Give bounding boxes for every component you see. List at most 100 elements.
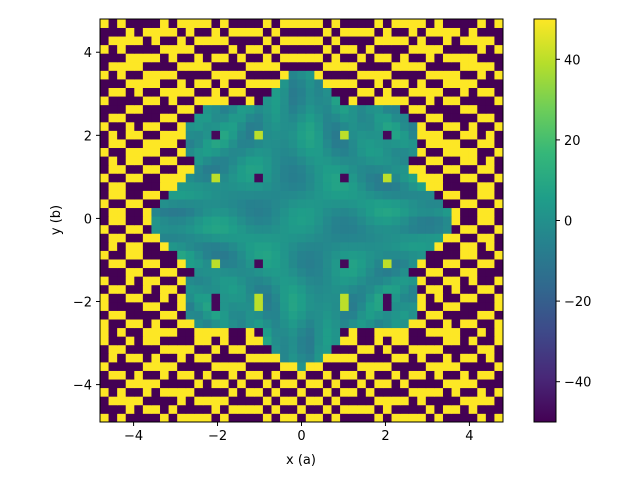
heatmap-cell bbox=[494, 61, 504, 71]
heatmap-cell bbox=[262, 164, 272, 174]
heatmap-cell bbox=[434, 327, 444, 337]
heatmap-cell bbox=[117, 319, 127, 329]
heatmap-cell bbox=[297, 276, 307, 286]
heatmap-cell bbox=[442, 96, 452, 106]
heatmap-cell bbox=[494, 96, 504, 106]
heatmap-cell bbox=[391, 224, 401, 234]
heatmap-cell bbox=[194, 113, 204, 123]
heatmap-cell bbox=[425, 156, 435, 166]
heatmap-cell bbox=[391, 199, 401, 209]
heatmap-cell bbox=[400, 259, 410, 269]
heatmap-cell bbox=[151, 61, 161, 71]
heatmap-cell bbox=[125, 387, 135, 397]
heatmap-cell bbox=[468, 70, 478, 80]
heatmap-cell bbox=[194, 19, 204, 28]
heatmap-cell bbox=[305, 87, 315, 97]
heatmap-cell bbox=[280, 27, 290, 37]
heatmap-cell bbox=[271, 361, 281, 371]
heatmap-cell bbox=[202, 87, 212, 97]
heatmap-cell bbox=[142, 87, 152, 97]
heatmap-cell bbox=[245, 387, 255, 397]
heatmap-cell bbox=[451, 379, 461, 389]
heatmap-cell bbox=[485, 207, 495, 217]
heatmap-cell bbox=[117, 130, 127, 140]
heatmap-cell bbox=[271, 353, 281, 363]
heatmap-cell bbox=[245, 70, 255, 80]
heatmap-cell bbox=[211, 156, 221, 166]
heatmap-cell bbox=[451, 413, 461, 423]
heatmap-cell bbox=[400, 379, 410, 389]
heatmap-cell bbox=[142, 190, 152, 200]
heatmap-cell bbox=[408, 310, 418, 320]
heatmap-cell bbox=[185, 147, 195, 157]
heatmap-cell bbox=[262, 121, 272, 131]
heatmap-cell bbox=[340, 344, 350, 354]
heatmap-cell bbox=[228, 301, 238, 311]
heatmap-cell bbox=[177, 387, 187, 397]
heatmap-cell bbox=[305, 147, 315, 157]
heatmap-cell bbox=[434, 310, 444, 320]
heatmap-cell bbox=[288, 130, 298, 140]
x-tick-label: 4 bbox=[465, 429, 473, 444]
heatmap-cell bbox=[314, 139, 324, 149]
heatmap-cell bbox=[168, 147, 178, 157]
heatmap-cell bbox=[194, 96, 204, 106]
heatmap-cell bbox=[280, 276, 290, 286]
heatmap-cell bbox=[314, 147, 324, 157]
heatmap-cell bbox=[322, 327, 332, 337]
heatmap-cell bbox=[477, 87, 487, 97]
heatmap-cell bbox=[228, 181, 238, 191]
heatmap-cell bbox=[425, 181, 435, 191]
colorbar-tick-label: 0 bbox=[564, 215, 572, 230]
heatmap-cell bbox=[228, 61, 238, 71]
heatmap-cell bbox=[417, 87, 427, 97]
heatmap-cell bbox=[254, 259, 264, 269]
heatmap-cell bbox=[168, 276, 178, 286]
heatmap-cell bbox=[374, 336, 384, 346]
heatmap-cell bbox=[220, 336, 230, 346]
heatmap-cell bbox=[288, 139, 298, 149]
heatmap-cell bbox=[425, 344, 435, 354]
heatmap-cell bbox=[442, 164, 452, 174]
heatmap-cell bbox=[442, 370, 452, 380]
heatmap-cell bbox=[468, 44, 478, 54]
heatmap-cell bbox=[168, 216, 178, 226]
heatmap-cell bbox=[185, 53, 195, 63]
heatmap-cell bbox=[211, 387, 221, 397]
heatmap-cell bbox=[365, 216, 375, 226]
heatmap-cell bbox=[237, 413, 247, 423]
heatmap-cell bbox=[477, 61, 487, 71]
heatmap-cell bbox=[322, 404, 332, 414]
heatmap-cell bbox=[442, 139, 452, 149]
heatmap-cell bbox=[228, 353, 238, 363]
heatmap-cell bbox=[280, 336, 290, 346]
heatmap-cell bbox=[331, 27, 341, 37]
heatmap-cell bbox=[477, 413, 487, 423]
heatmap-cell bbox=[220, 379, 230, 389]
heatmap-cell bbox=[365, 344, 375, 354]
heatmap-cell bbox=[108, 87, 118, 97]
heatmap-cell bbox=[297, 173, 307, 183]
heatmap-cell bbox=[237, 293, 247, 303]
heatmap-cell bbox=[331, 233, 341, 243]
heatmap-cell bbox=[331, 370, 341, 380]
heatmap-cell bbox=[177, 44, 187, 54]
heatmap-cell bbox=[400, 44, 410, 54]
heatmap-cell bbox=[477, 79, 487, 88]
heatmap-cell bbox=[168, 250, 178, 260]
heatmap-cell bbox=[494, 259, 504, 269]
colorbar-tick-label: 20 bbox=[564, 134, 581, 149]
heatmap-cell bbox=[288, 413, 298, 423]
heatmap-cell bbox=[108, 173, 118, 183]
heatmap-cell bbox=[408, 224, 418, 234]
heatmap-cell bbox=[434, 216, 444, 226]
heatmap-cell bbox=[262, 104, 272, 114]
heatmap-cell bbox=[322, 379, 332, 389]
heatmap-cell bbox=[177, 130, 187, 140]
heatmap-cell bbox=[348, 387, 358, 397]
heatmap-cell bbox=[125, 61, 135, 71]
heatmap-cell bbox=[468, 113, 478, 123]
heatmap-cell bbox=[425, 199, 435, 209]
heatmap-cell bbox=[425, 293, 435, 303]
heatmap-cell bbox=[177, 250, 187, 260]
